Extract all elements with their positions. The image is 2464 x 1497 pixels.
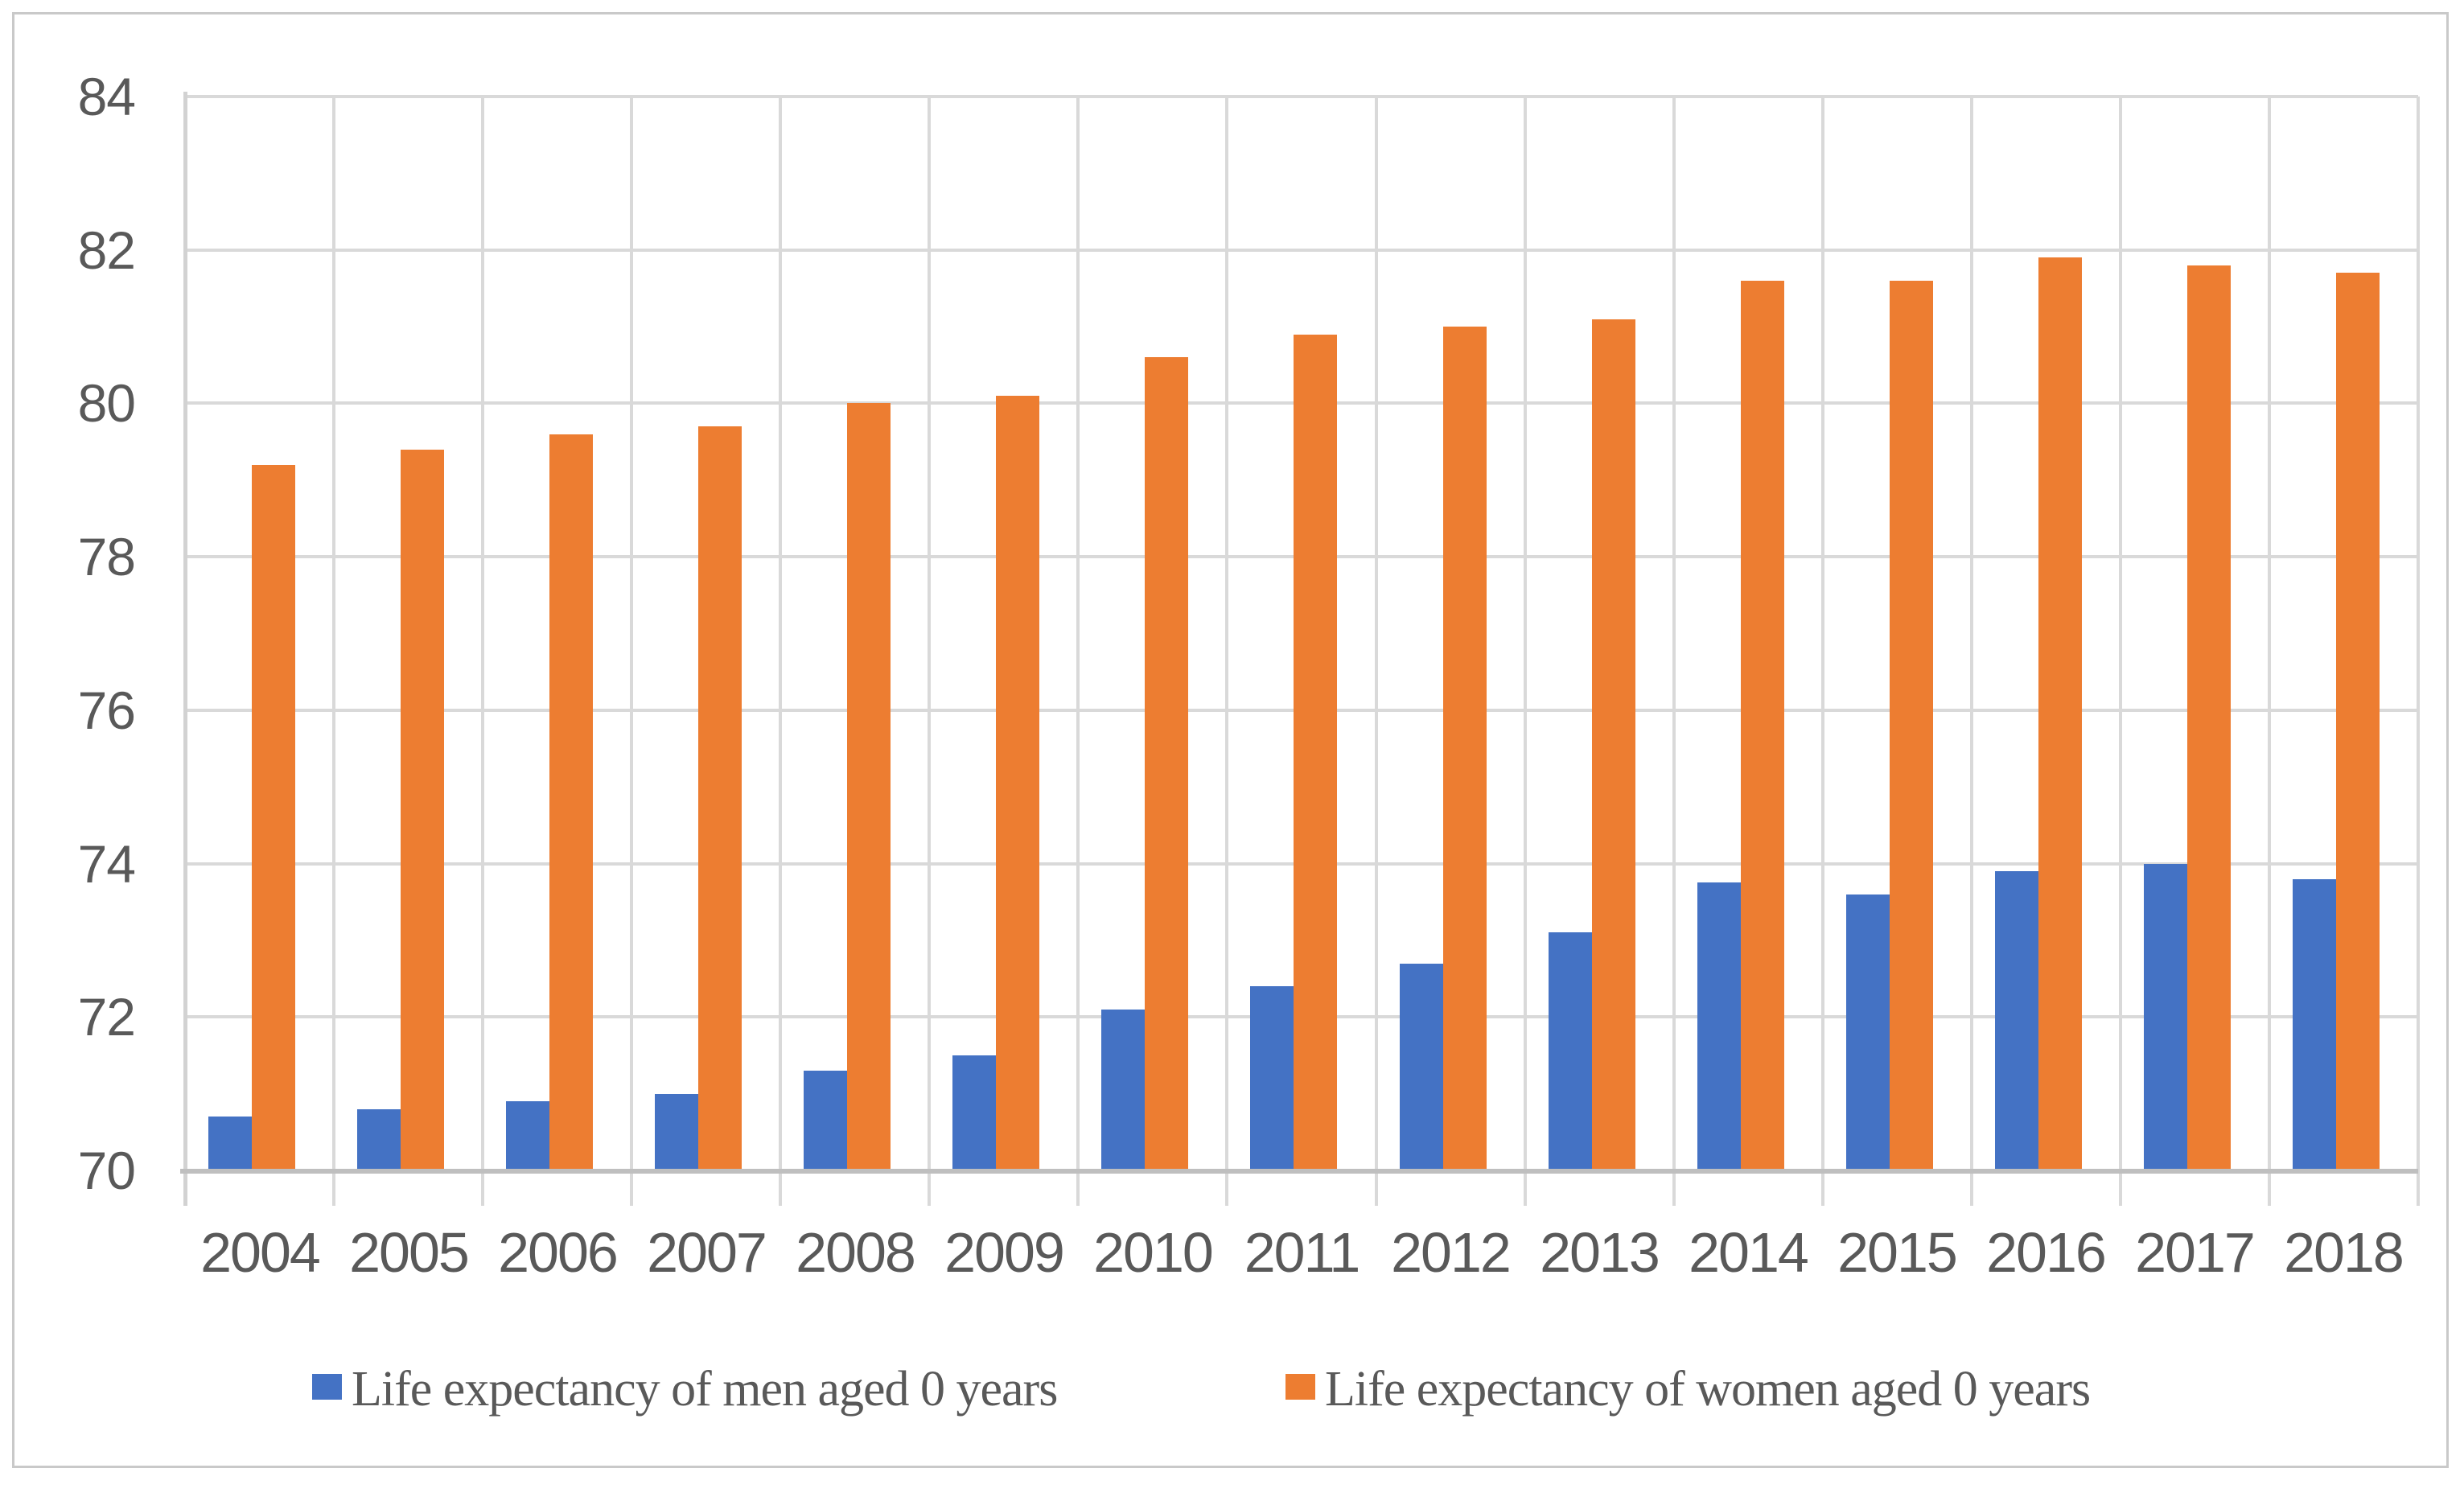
gridline-x-9 (1523, 97, 1527, 1206)
legend-swatch-women-icon (1285, 1374, 1315, 1400)
gridline-x-7 (1225, 97, 1229, 1206)
bar-men-2017 (2144, 863, 2187, 1170)
bar-women-2005 (401, 449, 444, 1170)
bar-men-2007 (655, 1093, 698, 1170)
x-axis-tick-label-2007: 2007 (647, 1221, 767, 1284)
x-axis-tick-label-2010: 2010 (1093, 1221, 1214, 1284)
gridline-x-10 (1672, 97, 1676, 1206)
x-axis-tick-label-2015: 2015 (1837, 1221, 1958, 1284)
legend-entry-women: Life expectancy of women aged 0 years (1285, 1362, 2091, 1417)
bar-men-2010 (1101, 1009, 1145, 1170)
y-axis-tick-label-78: 78 (77, 527, 136, 587)
x-axis-tick-label-2011: 2011 (1244, 1221, 1361, 1284)
bar-men-2012 (1400, 963, 1443, 1170)
bar-women-2011 (1294, 334, 1337, 1170)
bar-men-2009 (952, 1055, 996, 1170)
bar-men-2016 (1995, 871, 2038, 1170)
x-axis-tick-label-2005: 2005 (349, 1221, 470, 1284)
gridline-y-84 (185, 95, 2418, 98)
gridline-x-11 (1820, 97, 1824, 1206)
x-axis-tick-label-2006: 2006 (498, 1221, 619, 1284)
bar-women-2014 (1741, 280, 1784, 1170)
gridline-x-5 (928, 97, 932, 1206)
bar-men-2006 (506, 1101, 549, 1170)
bar-men-2008 (804, 1071, 847, 1170)
bar-men-2013 (1549, 932, 1592, 1170)
bar-men-2005 (357, 1108, 401, 1170)
bar-women-2018 (2336, 273, 2380, 1170)
bar-women-2007 (698, 426, 742, 1170)
legend-entry-men: Life expectancy of men aged 0 years (312, 1362, 1058, 1417)
bar-men-2015 (1846, 894, 1890, 1170)
y-axis-tick-label-80: 80 (77, 373, 136, 434)
y-axis-tick-label-76: 76 (77, 680, 136, 740)
bar-women-2017 (2187, 265, 2231, 1170)
x-axis-tick-label-2017: 2017 (2135, 1221, 2256, 1284)
x-axis-tick-label-2008: 2008 (796, 1221, 916, 1284)
x-axis-line (180, 1169, 2418, 1174)
gridline-x-2 (481, 97, 485, 1206)
bar-men-2018 (2293, 878, 2336, 1170)
y-axis-tick-label-84: 84 (77, 67, 136, 126)
legend-label-men: Life expectancy of men aged 0 years (352, 1362, 1058, 1417)
x-axis-tick-label-2009: 2009 (944, 1221, 1065, 1284)
gridline-y-82 (185, 248, 2418, 252)
gridline-x-12 (1969, 97, 1973, 1206)
bar-women-2016 (2038, 257, 2082, 1170)
bar-women-2006 (549, 434, 593, 1170)
bar-women-2015 (1890, 280, 1933, 1170)
bar-women-2004 (252, 464, 295, 1170)
x-axis-tick-label-2016: 2016 (1986, 1221, 2107, 1284)
bar-women-2012 (1443, 327, 1487, 1170)
bar-women-2008 (847, 403, 891, 1170)
legend-swatch-men-icon (312, 1374, 342, 1400)
x-axis-tick-label-2012: 2012 (1391, 1221, 1512, 1284)
bar-men-2011 (1250, 986, 1294, 1170)
gridline-x-6 (1076, 97, 1080, 1206)
y-axis-tick-label-74: 74 (77, 833, 136, 894)
gridline-x-4 (779, 97, 783, 1206)
bar-women-2010 (1145, 357, 1188, 1170)
y-axis-tick-label-72: 72 (77, 987, 136, 1047)
gridline-x-3 (630, 97, 634, 1206)
bar-men-2014 (1697, 882, 1741, 1170)
x-axis-tick-label-2013: 2013 (1540, 1221, 1660, 1284)
gridline-x-8 (1374, 97, 1378, 1206)
gridline-x-14 (2267, 97, 2271, 1206)
gridline-x-1 (332, 97, 336, 1206)
bar-women-2013 (1592, 319, 1635, 1170)
y-axis-tick-label-82: 82 (77, 220, 136, 280)
x-axis-tick-label-2004: 2004 (200, 1221, 321, 1284)
legend-label-women: Life expectancy of women aged 0 years (1325, 1362, 2091, 1417)
bar-men-2004 (208, 1117, 252, 1170)
gridline-x-15 (2417, 97, 2420, 1206)
x-axis-tick-label-2014: 2014 (1689, 1221, 1809, 1284)
x-axis-tick-label-2018: 2018 (2284, 1221, 2404, 1284)
y-axis-tick-label-70: 70 (77, 1141, 136, 1200)
y-axis-line (183, 92, 187, 1206)
gridline-x-13 (2118, 97, 2122, 1206)
bar-women-2009 (996, 395, 1039, 1170)
